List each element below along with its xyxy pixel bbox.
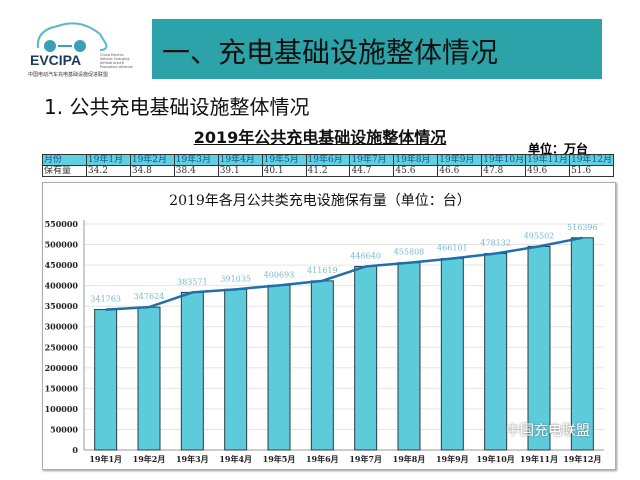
value-cell: 47.8 (481, 165, 527, 177)
y-tick-label: 0 (72, 445, 78, 455)
y-tick-label: 100000 (45, 404, 79, 414)
value-cell: 49.6 (525, 165, 571, 177)
value-cell: 40.1 (261, 165, 307, 177)
x-tick-label: 19年10月 (477, 454, 515, 464)
data-label: 391035 (220, 274, 251, 283)
header-cell: 19年1月 (85, 154, 131, 166)
data-label: 446640 (350, 251, 381, 260)
bar (267, 284, 291, 451)
data-label: 466101 (437, 243, 468, 252)
data-label: 455808 (394, 248, 425, 257)
value-cell: 39.1 (217, 165, 263, 177)
bar (440, 257, 464, 451)
x-tick-label: 19年11月 (520, 454, 558, 464)
y-tick-label: 450000 (45, 260, 79, 270)
y-tick-label: 50000 (50, 424, 78, 434)
table-row: 保有量 34.2 34.8 38.4 39.1 40.1 41.2 44.7 45.6 46.6 4… (42, 165, 614, 177)
x-tick-label: 19年3月 (176, 454, 209, 464)
y-tick-label: 350000 (45, 301, 79, 311)
table-title: 2019年公共充电基础设施整体情况 (193, 128, 447, 147)
x-tick-label: 19年2月 (133, 454, 166, 464)
data-label: 383571 (177, 277, 208, 286)
y-tick-label: 300000 (45, 322, 79, 332)
bar (224, 288, 248, 451)
slide-title: 一、充电基础设施整体情况 (162, 36, 499, 69)
header-cell: 19年6月 (305, 154, 351, 166)
header-cell: 19年9月 (437, 154, 483, 166)
logo-english: China Electric Vehicle Charging Infrastr… (100, 53, 133, 69)
value-cell: 51.6 (569, 165, 614, 177)
data-label: 516396 (567, 223, 598, 232)
table-header-row: 月份 19年1月 19年2月 19年3月 19年4月 19年5月 19年6月 19年7月 19年… (42, 154, 614, 166)
bar (397, 262, 421, 451)
data-label: 411619 (307, 266, 338, 275)
y-tick-label: 250000 (45, 342, 79, 352)
x-tick-label: 19年7月 (349, 454, 382, 464)
table-unit: 单位：万台 (528, 142, 589, 156)
data-label: 478132 (480, 239, 511, 248)
y-tick-label: 200000 (45, 363, 79, 373)
bar (137, 306, 161, 451)
x-tick-label: 19年1月 (89, 454, 122, 464)
x-tick-label: 19年12月 (563, 454, 601, 464)
bar (484, 253, 508, 451)
y-tick-label: 500000 (45, 240, 79, 250)
logo-brand: EVCIPA (30, 52, 82, 68)
y-tick-label: 400000 (45, 281, 79, 291)
trend-line (105, 236, 583, 311)
title-banner: 一、充电基础设施整体情况 (152, 19, 602, 79)
bar (354, 265, 378, 451)
section-heading: 1. 公共充电基础设施整体情况 (44, 95, 310, 119)
data-label: 400693 (264, 270, 295, 279)
x-tick-label: 19年4月 (219, 454, 252, 464)
x-tick-label: 19年8月 (393, 454, 426, 464)
bar (180, 291, 204, 451)
x-tick-label: 19年6月 (306, 454, 339, 464)
x-tick-label: 19年9月 (436, 454, 469, 464)
data-table: 月份 19年1月 19年2月 19年3月 19年4月 19年5月 19年6月 19年7月 19年… (42, 154, 614, 177)
value-cell: 46.6 (437, 165, 483, 177)
chart-area (42, 182, 616, 470)
car-plug-icon (36, 22, 108, 52)
value-cell: 44.7 (349, 165, 395, 177)
value-cell: 34.8 (129, 165, 175, 177)
chart-title: 2019年各月公共类充电设施保有量（单位：台） (169, 193, 471, 209)
value-cell: 45.6 (393, 165, 439, 177)
header-cell: 19年5月 (261, 154, 307, 166)
y-tick-label: 550000 (45, 219, 79, 229)
y-tick-label: 150000 (45, 383, 79, 393)
bar (570, 237, 594, 451)
data-label: 347624 (134, 292, 165, 301)
watermark: 中国充电联盟 (506, 423, 590, 439)
bar (94, 309, 118, 451)
x-tick-label: 19年5月 (263, 454, 296, 464)
value-cell: 41.2 (305, 165, 351, 177)
data-label: 495502 (524, 231, 555, 240)
bar (310, 280, 334, 451)
data-label: 341763 (90, 295, 121, 304)
evcipa-logo: EVCIPA China Electric Vehicle Charging I… (28, 16, 138, 80)
logo-subtitle: 中国电动汽车充电基础设施促进联盟 (28, 72, 109, 78)
